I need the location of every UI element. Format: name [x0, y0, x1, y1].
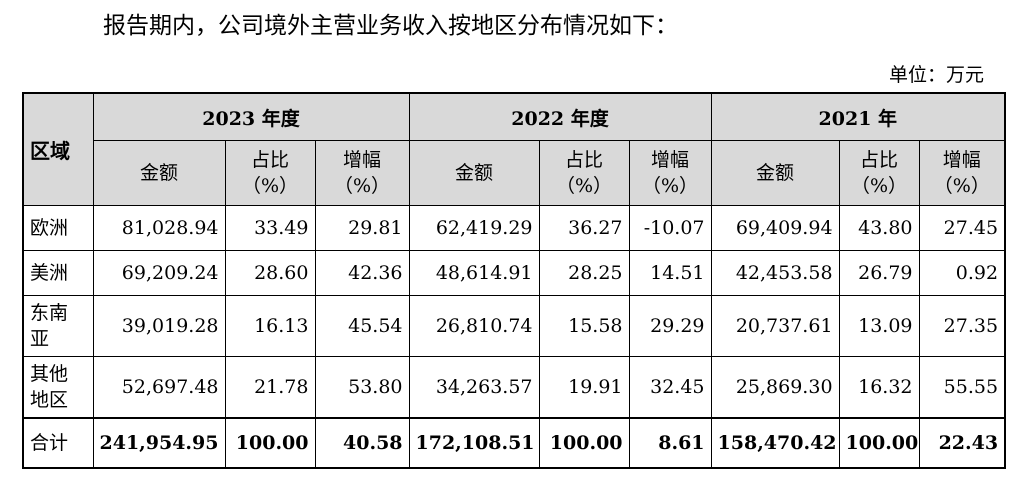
value-cell: 36.27	[538, 205, 630, 251]
year-header-2022: 2022 年度	[408, 92, 712, 141]
value-cell: 29.29	[628, 295, 712, 357]
value-cell: 19.91	[538, 356, 630, 419]
total-value-cell: 241,954.95	[92, 417, 226, 469]
table-row: 东南亚 39,019.28 16.13 45.54 26,810.74 15.5…	[22, 295, 1006, 357]
region-cell: 欧洲	[22, 205, 94, 251]
value-cell: 42.36	[314, 250, 410, 296]
amount-header: 金额	[92, 140, 226, 206]
total-value-cell: 8.61	[628, 417, 712, 469]
value-cell: 21.78	[224, 356, 316, 419]
value-cell: 16.13	[224, 295, 316, 357]
value-cell: 26,810.74	[408, 295, 540, 357]
value-cell: 13.09	[838, 295, 920, 357]
regional-revenue-table: 区域 2023 年度 2022 年度 2021 年 金额 占比 （%） 增幅 （%）…	[22, 92, 1007, 469]
total-value-cell: 22.43	[918, 417, 1006, 469]
table-row: 美洲 69,209.24 28.60 42.36 48,614.91 28.25…	[22, 250, 1006, 296]
value-cell: 15.58	[538, 295, 630, 357]
value-cell: 48,614.91	[408, 250, 540, 296]
region-cell: 美洲	[22, 250, 94, 296]
total-value-cell: 100.00	[838, 417, 920, 469]
value-cell: 62,419.29	[408, 205, 540, 251]
growth-header: 增幅 （%）	[918, 140, 1006, 206]
region-cell: 东南亚	[22, 295, 94, 357]
growth-header: 增幅 （%）	[628, 140, 712, 206]
table-row: 其他地区 52,697.48 21.78 53.80 34,263.57 19.…	[22, 356, 1006, 419]
value-cell: 55.55	[918, 356, 1006, 419]
value-cell: 26.79	[838, 250, 920, 296]
year-header-2023: 2023 年度	[92, 92, 410, 141]
value-cell: 52,697.48	[92, 356, 226, 419]
value-cell: 43.80	[838, 205, 920, 251]
table-row: 欧洲 81,028.94 33.49 29.81 62,419.29 36.27…	[22, 205, 1006, 251]
value-cell: 69,409.94	[710, 205, 840, 251]
value-cell: 32.45	[628, 356, 712, 419]
value-cell: 16.32	[838, 356, 920, 419]
value-cell: 20,737.61	[710, 295, 840, 357]
value-cell: 27.45	[918, 205, 1006, 251]
value-cell: 69,209.24	[92, 250, 226, 296]
value-cell: 29.81	[314, 205, 410, 251]
total-value-cell: 172,108.51	[408, 417, 540, 469]
total-value-cell: 100.00	[224, 417, 316, 469]
total-value-cell: 40.58	[314, 417, 410, 469]
value-cell: 27.35	[918, 295, 1006, 357]
total-label-cell: 合计	[22, 417, 94, 469]
amount-header: 金额	[408, 140, 540, 206]
total-value-cell: 100.00	[538, 417, 630, 469]
unit-label: 单位：万元	[888, 64, 984, 86]
share-header: 占比 （%）	[838, 140, 920, 206]
value-cell: 14.51	[628, 250, 712, 296]
value-cell: 28.60	[224, 250, 316, 296]
growth-header: 增幅 （%）	[314, 140, 410, 206]
total-row: 合计 241,954.95 100.00 40.58 172,108.51 10…	[22, 417, 1006, 469]
value-cell: 39,019.28	[92, 295, 226, 357]
value-cell: -10.07	[628, 205, 712, 251]
value-cell: 81,028.94	[92, 205, 226, 251]
region-cell: 其他地区	[22, 356, 94, 419]
share-header: 占比 （%）	[538, 140, 630, 206]
value-cell: 53.80	[314, 356, 410, 419]
share-header: 占比 （%）	[224, 140, 316, 206]
value-cell: 25,869.30	[710, 356, 840, 419]
total-value-cell: 158,470.42	[710, 417, 840, 469]
amount-header: 金额	[710, 140, 840, 206]
value-cell: 28.25	[538, 250, 630, 296]
intro-paragraph: 报告期内，公司境外主营业务收入按地区分布情况如下：	[103, 13, 678, 39]
value-cell: 34,263.57	[408, 356, 540, 419]
value-cell: 42,453.58	[710, 250, 840, 296]
year-header-2021: 2021 年	[710, 92, 1006, 141]
value-cell: 33.49	[224, 205, 316, 251]
region-column-header: 区域	[22, 92, 94, 206]
value-cell: 45.54	[314, 295, 410, 357]
value-cell: 0.92	[918, 250, 1006, 296]
